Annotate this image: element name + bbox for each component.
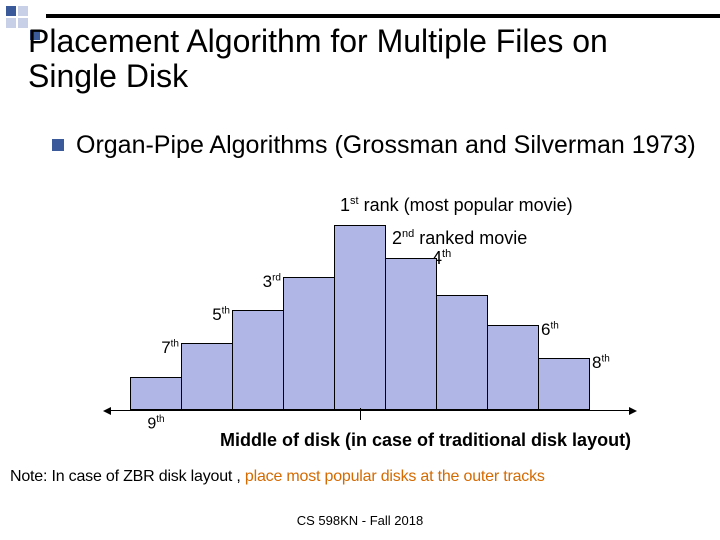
top-rule	[46, 14, 720, 18]
footer-text: CS 598KN - Fall 2018	[0, 513, 720, 528]
bar-label: 6th	[541, 320, 559, 340]
bar-label: 5th	[212, 305, 230, 325]
bar: 6th	[487, 325, 539, 410]
rank-1st-label: 1st rank (most popular movie)	[340, 195, 573, 216]
bar	[334, 225, 386, 410]
bar: 5th	[232, 310, 284, 410]
zbr-note: Note: In case of ZBR disk layout , place…	[10, 468, 545, 486]
bar: 3rd	[283, 277, 335, 410]
page-title: Placement Algorithm for Multiple Files o…	[28, 24, 700, 94]
organ-pipe-chart: 9th7th5th3rd6th8th	[130, 225, 590, 410]
axis-line	[110, 410, 630, 411]
middle-disk-label: Middle of disk (in case of traditional d…	[220, 430, 631, 451]
axis-tick	[360, 408, 361, 420]
bar-label: 3rd	[263, 272, 281, 292]
bar: 9th	[130, 377, 182, 410]
bullet-text: Organ-Pipe Algorithms (Grossman and Silv…	[76, 130, 696, 160]
note-highlight: place most popular disks at the outer tr…	[245, 468, 545, 485]
bar-label: 9th	[147, 414, 164, 433]
bar	[385, 258, 437, 410]
bar: 8th	[538, 358, 590, 410]
bar: 7th	[181, 343, 233, 410]
bullet-icon	[52, 139, 64, 151]
bullet-item: Organ-Pipe Algorithms (Grossman and Silv…	[52, 130, 700, 160]
bar-label: 8th	[592, 353, 610, 373]
bar	[436, 295, 488, 410]
note-prefix: Note: In case of ZBR disk layout ,	[10, 468, 245, 485]
bar-label: 7th	[161, 338, 179, 358]
